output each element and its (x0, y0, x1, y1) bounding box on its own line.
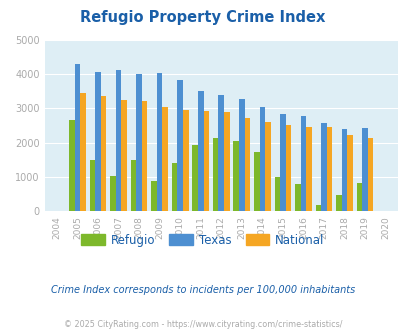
Bar (300, 116, 305, 211)
Text: © 2025 CityRating.com - https://www.cityrating.com/crime-statistics/: © 2025 CityRating.com - https://www.city… (64, 320, 341, 329)
Bar (130, 160, 136, 211)
Bar (335, 195, 341, 211)
Bar (356, 183, 361, 211)
Bar (305, 127, 311, 211)
Bar (177, 80, 183, 211)
Bar (171, 163, 177, 211)
Bar (367, 138, 373, 211)
Bar (110, 176, 115, 211)
Bar (183, 110, 188, 211)
Bar (315, 205, 320, 211)
Bar (346, 135, 352, 211)
Bar (239, 99, 244, 211)
Bar (361, 128, 367, 211)
Bar (259, 107, 264, 211)
Bar (198, 91, 203, 211)
Bar (75, 64, 80, 211)
Text: Crime Index corresponds to incidents per 100,000 inhabitants: Crime Index corresponds to incidents per… (51, 285, 354, 295)
Bar (203, 111, 209, 211)
Bar (115, 71, 121, 211)
Bar (279, 114, 285, 211)
Bar (244, 118, 249, 211)
Bar (218, 95, 224, 211)
Bar (285, 125, 290, 211)
Bar (90, 160, 95, 211)
Bar (142, 101, 147, 211)
Bar (233, 141, 239, 211)
Bar (274, 177, 279, 211)
Bar (320, 123, 326, 211)
Bar (254, 152, 259, 211)
Bar (192, 145, 198, 211)
Bar (162, 107, 168, 211)
Bar (224, 112, 229, 211)
Bar (80, 93, 85, 211)
Legend: Refugio, Texas, National: Refugio, Texas, National (77, 229, 328, 251)
Bar (95, 72, 100, 211)
Text: Refugio Property Crime Index: Refugio Property Crime Index (80, 10, 325, 25)
Bar (264, 122, 270, 211)
Bar (213, 138, 218, 211)
Bar (121, 100, 127, 211)
Bar (136, 74, 142, 211)
Bar (341, 129, 346, 211)
Bar (69, 120, 75, 211)
Bar (156, 73, 162, 211)
Bar (326, 127, 331, 211)
Bar (151, 182, 156, 211)
Bar (100, 96, 106, 211)
Bar (294, 184, 300, 211)
